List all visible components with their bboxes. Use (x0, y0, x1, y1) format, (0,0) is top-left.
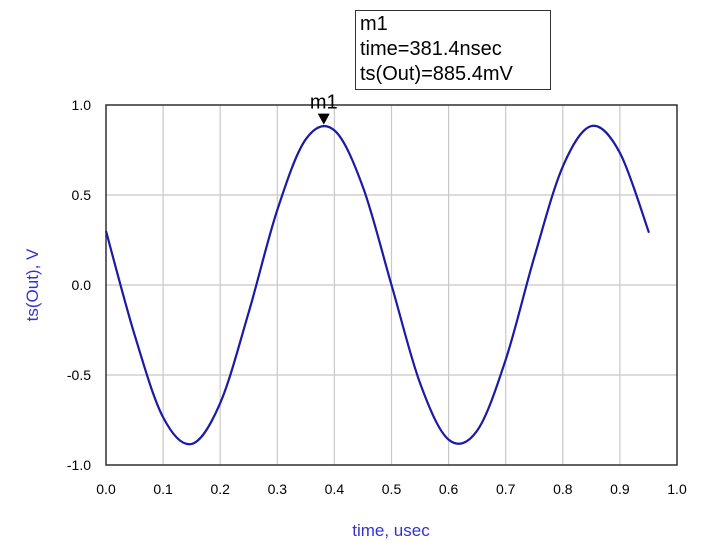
y-tick-label: 1.0 (72, 97, 92, 113)
x-tick-labels: 0.0 0.1 0.2 0.3 0.4 0.5 0.6 0.7 0.8 0.9 1.0 (96, 481, 687, 497)
x-tick-label: 0.7 (496, 481, 516, 497)
marker-triangle-icon[interactable] (317, 113, 330, 125)
marker-readout-box[interactable]: m1 time=381.4nsec ts(Out)=885.4mV (355, 10, 551, 90)
y-tick-label: -1.0 (67, 457, 91, 473)
x-tick-label: 0.9 (610, 481, 630, 497)
y-axis-title: ts(Out), V (23, 248, 42, 321)
plot-frame (105, 104, 678, 466)
series-line-ts-out (104, 124, 651, 446)
x-tick-label: 0.8 (553, 481, 573, 497)
y-tick-labels: 1.0 0.5 0.0 -0.5 -1.0 (67, 97, 91, 473)
marker-readout-time: time=381.4nsec (360, 38, 502, 60)
marker-readout-value: ts(Out)=885.4mV (360, 63, 513, 85)
marker-label: m1 (310, 92, 338, 114)
x-tick-label: 0.6 (439, 481, 459, 497)
x-axis-title: time, usec (352, 521, 430, 540)
marker-readout-name: m1 (360, 13, 388, 35)
x-tick-label: 0.4 (325, 481, 345, 497)
x-tick-label: 0.1 (153, 481, 173, 497)
y-tick-label: 0.5 (72, 187, 92, 203)
x-tick-label: 0.2 (210, 481, 230, 497)
x-tick-label: 0.0 (96, 481, 116, 497)
y-tick-label: 0.0 (72, 277, 92, 293)
x-tick-label: 1.0 (667, 481, 687, 497)
x-tick-label: 0.3 (268, 481, 288, 497)
y-tick-label: -0.5 (67, 367, 91, 383)
x-tick-label: 0.5 (382, 481, 402, 497)
